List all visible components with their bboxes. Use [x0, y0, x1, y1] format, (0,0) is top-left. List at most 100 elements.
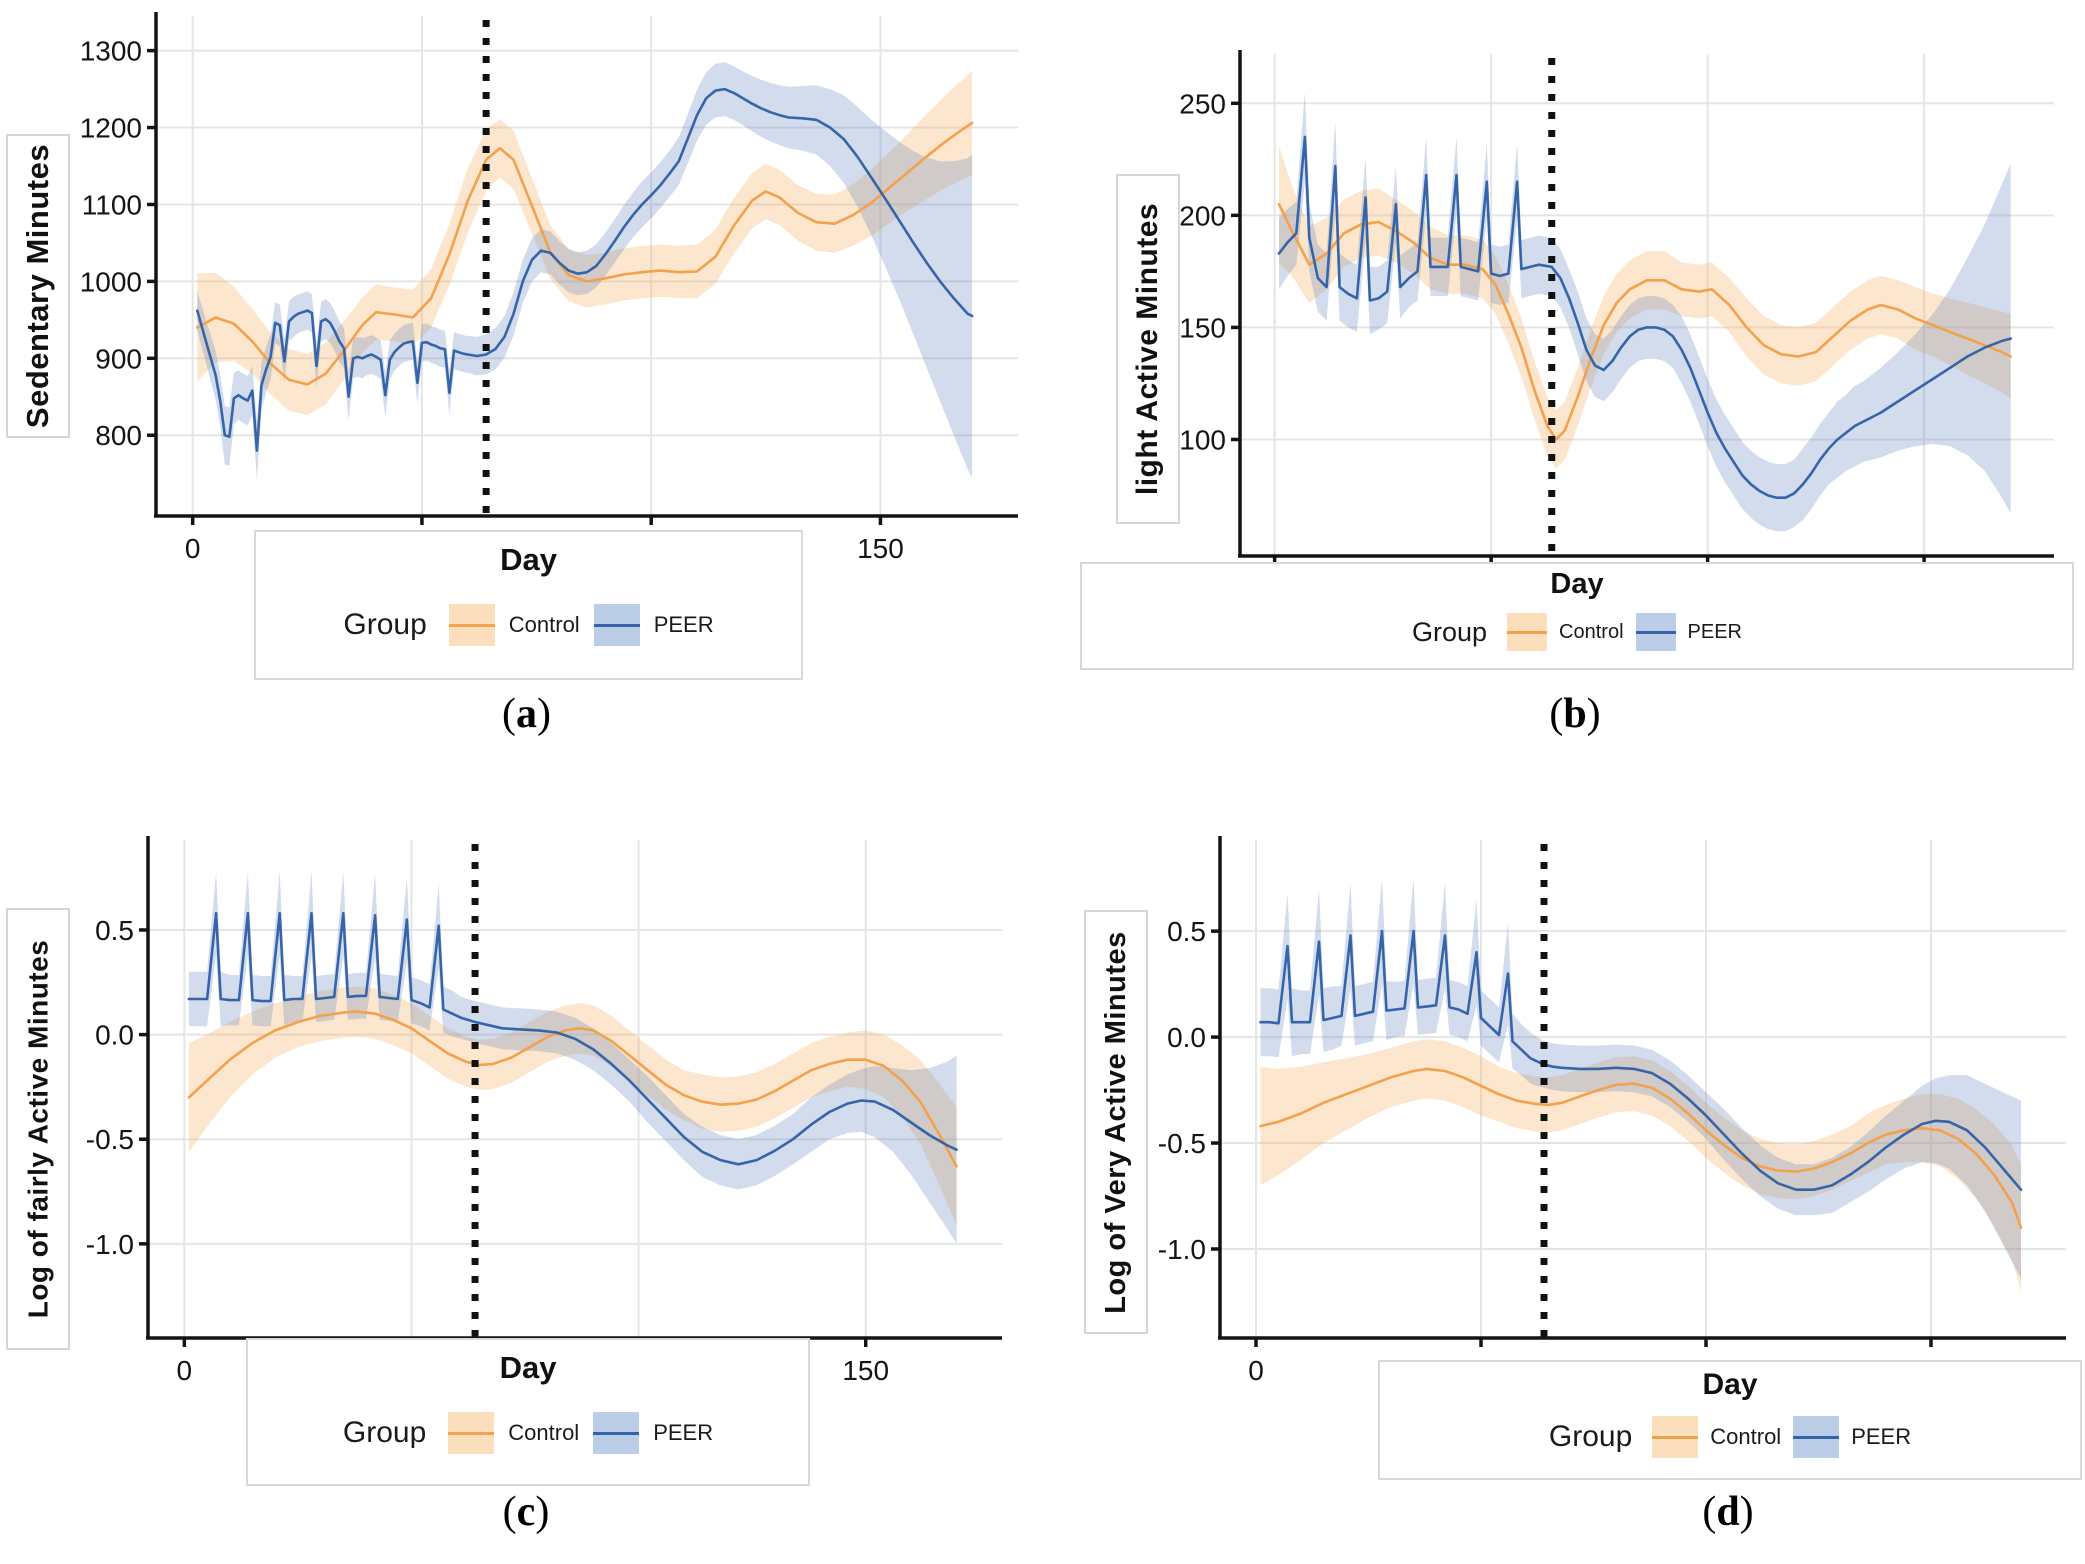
- peer-line-sample: [593, 624, 640, 627]
- legend-box: Day Group Control PEER: [254, 530, 803, 680]
- caption-d: (d): [1702, 1489, 1754, 1535]
- control-line-sample: [448, 1432, 495, 1435]
- plot-area: [1220, 840, 2066, 1338]
- y-axis-title: Log of Very Active Minutes: [1099, 930, 1132, 1314]
- legend-title: Group: [343, 608, 427, 641]
- plot-area: [156, 16, 1018, 516]
- control-confidence-ribbon: [197, 70, 973, 416]
- peer-confidence-ribbon: [1279, 92, 2011, 532]
- y-tick-label: 0.5: [95, 915, 134, 946]
- peer-legend-label: PEER: [653, 1420, 714, 1445]
- y-axis-title-box: Log of fairly Active Minutes: [6, 908, 70, 1350]
- legend-row: Group Control PEER: [1380, 1416, 2080, 1458]
- control-trend-line: [1277, 202, 2012, 441]
- peer-trend-line: [1259, 929, 2023, 1191]
- panel-c: Log of fairly Active Minutes -1.0 -0.5 0.0…: [6, 788, 1036, 1562]
- peer-confidence-ribbon: [1260, 878, 2021, 1279]
- y-axis-title-box: light Active Minutes: [1116, 174, 1180, 524]
- peer-line-sample: [1793, 1436, 1840, 1439]
- x-axis-title: Day: [1702, 1368, 1758, 1401]
- control-line-sample: [1507, 631, 1548, 634]
- log-very-active-minutes-plot: -1.0-0.50.00.5050100150: [1148, 826, 2078, 1392]
- y-axis-title: light Active Minutes: [1131, 202, 1164, 496]
- control-trend-line: [187, 1010, 958, 1168]
- control-trend-line: [1259, 1067, 2023, 1230]
- legend-box: Day Group Control PEER: [1378, 1360, 2082, 1480]
- legend-row: Group Control PEER: [248, 1412, 808, 1454]
- peer-trend-line: [187, 911, 958, 1166]
- y-tick-label: 1100: [82, 189, 142, 220]
- control-legend-swatch: [448, 1412, 495, 1454]
- panel-a: Sedentary Minutes 800 900 1000 1100 1200 1300…: [6, 2, 1036, 780]
- y-tick-label: -0.5: [86, 1124, 134, 1155]
- peer-legend-swatch: [593, 604, 640, 646]
- x-axis-title: Day: [500, 542, 557, 577]
- y-tick-label: -1.0: [1158, 1234, 1206, 1265]
- peer-legend-label: PEER: [1687, 620, 1742, 643]
- x-axis-title: Day: [499, 1350, 557, 1385]
- control-trend-line: [196, 121, 974, 386]
- y-axis-title-box: Log of Very Active Minutes: [1084, 910, 1148, 1334]
- legend-box: Day Group Control PEER: [1080, 562, 2074, 670]
- y-axis-title: Log of fairly Active Minutes: [22, 939, 53, 1319]
- y-tick-label: -1.0: [86, 1229, 134, 1260]
- legend-row: Group Control PEER: [1082, 613, 2072, 651]
- x-tick-label: 150: [857, 533, 904, 564]
- y-tick-label: 100: [1179, 424, 1226, 455]
- control-confidence-ribbon: [188, 986, 957, 1225]
- light-active-minutes-plot: 100150200250050100150: [1174, 42, 2068, 608]
- y-tick-label: 150: [1179, 312, 1226, 343]
- control-line-sample: [1652, 1436, 1699, 1439]
- y-tick-label: 0.5: [1167, 916, 1206, 947]
- control-legend-swatch: [1652, 1416, 1699, 1458]
- peer-line-sample: [593, 1432, 640, 1435]
- x-tick-label: 0: [185, 533, 201, 564]
- peer-legend-swatch: [1793, 1416, 1840, 1458]
- x-tick-label: 0: [177, 1355, 193, 1386]
- control-confidence-ribbon: [1260, 1039, 2021, 1292]
- caption-a: (a): [502, 691, 551, 737]
- control-line-sample: [448, 624, 495, 627]
- peer-confidence-ribbon: [197, 62, 973, 480]
- y-tick-label: 1000: [80, 266, 142, 297]
- panel-b: light Active Minutes 1001502002500501001…: [1072, 2, 2080, 780]
- peer-legend-label: PEER: [653, 612, 714, 637]
- y-tick-label: 900: [95, 343, 142, 374]
- caption-b: (b): [1549, 691, 1601, 737]
- y-tick-label: 0.0: [95, 1020, 134, 1051]
- peer-trend-line: [196, 87, 974, 452]
- panel-d: Log of Very Active Minutes -1.0 -0.5 0.0 0.…: [1082, 788, 2082, 1562]
- sedentary-minutes-plot: 8009001000110012001300050100150: [68, 2, 1030, 570]
- peer-trend-line: [1277, 135, 2012, 499]
- y-axis-title-box: Sedentary Minutes: [6, 134, 70, 438]
- legend-title: Group: [342, 1416, 427, 1449]
- peer-legend-label: PEER: [1851, 1424, 1912, 1449]
- x-tick-label: 0: [1248, 1355, 1264, 1386]
- legend-row: Group Control PEER: [256, 604, 801, 646]
- peer-legend-swatch: [1635, 613, 1676, 651]
- control-legend-swatch: [1507, 613, 1548, 651]
- y-tick-label: 1300: [80, 36, 142, 67]
- y-tick-label: 200: [1179, 200, 1226, 231]
- x-axis-title: Day: [1550, 568, 1604, 600]
- plot-area: [148, 840, 1002, 1338]
- y-tick-label: 250: [1179, 88, 1226, 119]
- control-legend-label: Control: [1710, 1424, 1782, 1449]
- legend-title: Group: [1548, 1420, 1633, 1453]
- legend-box: Day Group Control PEER: [246, 1338, 810, 1486]
- peer-confidence-ribbon: [188, 871, 957, 1244]
- x-tick-label: 150: [842, 1355, 889, 1386]
- y-axis-title: Sedentary Minutes: [20, 143, 55, 429]
- peer-line-sample: [1635, 631, 1676, 634]
- control-legend-label: Control: [1559, 620, 1624, 643]
- log-fairly-active-minutes-plot: -1.0-0.50.00.5050100150: [68, 826, 1014, 1392]
- plot-area: [1240, 54, 2054, 556]
- y-tick-label: -0.5: [1158, 1128, 1206, 1159]
- peer-legend-swatch: [593, 1412, 640, 1454]
- control-legend-swatch: [448, 604, 495, 646]
- y-tick-label: 800: [95, 420, 142, 451]
- y-tick-label: 0.0: [1167, 1022, 1206, 1053]
- control-legend-label: Control: [508, 1420, 580, 1445]
- control-confidence-ribbon: [1279, 145, 2011, 469]
